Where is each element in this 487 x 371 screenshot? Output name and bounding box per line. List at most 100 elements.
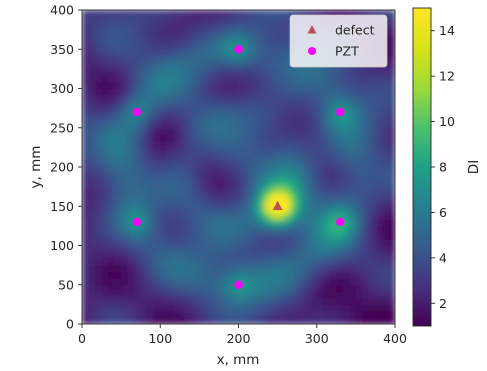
heatmap-cell [336,121,344,129]
heatmap-cell [381,140,390,148]
heatmap-cell [108,245,116,253]
heatmap-cell [212,81,220,90]
heatmap-cell [108,101,116,109]
heatmap-cell [336,180,344,188]
heatmap-cell [212,68,220,77]
heatmap-cell [245,219,253,227]
heatmap-cell [101,49,109,57]
heatmap-cell [160,212,168,220]
heatmap-cell [127,153,135,162]
heatmap-cell [381,68,390,77]
heatmap-cell [101,121,109,129]
heatmap-cell [173,310,181,319]
heatmap-cell [114,62,122,70]
heatmap-cell [368,88,377,96]
heatmap-cell [245,42,253,50]
heatmap-cell [108,219,116,227]
heatmap-cell [82,42,90,50]
heatmap-cell [192,278,200,286]
heatmap-cell [114,206,122,214]
heatmap-cell [355,193,363,201]
heatmap-cell [284,193,292,201]
heatmap-cell [134,212,142,220]
heatmap-cell [101,317,109,324]
heatmap-cell [147,62,155,70]
heatmap-cell [127,140,135,148]
heatmap-cell [173,167,181,175]
heatmap-cell [271,193,279,201]
heatmap-cell [375,186,383,194]
heatmap-cell [114,173,122,181]
heatmap-cell [173,271,181,279]
heatmap-cell [297,317,305,324]
heatmap-cell [212,88,220,96]
heatmap-cell [310,134,318,142]
heatmap-cell [160,127,168,135]
heatmap-cell [186,160,194,168]
heatmap-cell [114,291,122,299]
heatmap-cell [95,23,103,31]
heatmap-cell [362,284,370,292]
heatmap-cell [258,199,266,207]
colorbar-tick-label: 12 [439,69,455,84]
colorbar-tick-label: 6 [439,205,447,220]
heatmap-cell [245,160,253,168]
heatmap-cell [205,29,214,37]
heatmap-cell [186,245,194,253]
heatmap-cell [297,186,305,194]
heatmap-cell [329,10,337,18]
heatmap-cell [381,167,390,175]
heatmap-cell [160,252,168,260]
heatmap-cell [205,127,214,135]
heatmap-cell [284,114,292,122]
heatmap-cell [245,317,253,324]
heatmap-cell [225,23,233,31]
heatmap-cell [362,238,370,247]
heatmap-cell [95,252,103,260]
heatmap-cell [134,265,142,273]
heatmap-cell [342,199,350,207]
heatmap-cell [95,42,103,50]
heatmap-cell [192,212,200,220]
heatmap-cell [310,180,318,188]
heatmap-cell [199,62,207,70]
heatmap-cell [212,258,220,266]
heatmap-cell [101,29,109,37]
heatmap-cell [121,101,129,109]
heatmap-cell [134,68,142,77]
x-tick-label: 0 [78,331,86,346]
heatmap-cell [323,147,331,155]
heatmap-cell [147,134,155,142]
heatmap-cell [121,153,129,162]
heatmap-cell [199,108,207,116]
heatmap-cell [303,88,311,96]
colorbar-gradient [412,7,432,327]
heatmap-cell [140,304,148,312]
heatmap-cell [153,252,161,260]
heatmap-cell [186,81,194,90]
heatmap-cell [290,173,298,181]
heatmap-cell [101,95,109,103]
heatmap-cell [134,271,142,279]
heatmap-cell [160,180,168,188]
heatmap-cell [297,10,305,18]
heatmap-cell [336,81,344,90]
heatmap-cell [101,238,109,247]
heatmap-cell [336,140,344,148]
heatmap-cell [108,49,116,57]
heatmap-cell [277,68,285,77]
heatmap-cell [95,310,103,319]
heatmap-cell [108,160,116,168]
heatmap-cell [264,23,272,31]
heatmap-cell [186,127,194,135]
heatmap-cell [375,206,383,214]
heatmap-cell [329,297,337,305]
heatmap-cell [108,55,116,63]
heatmap-cell [179,167,187,175]
heatmap-cell [212,10,220,18]
heatmap-cell [336,167,344,175]
heatmap-cell [290,81,298,90]
heatmap-cell [114,252,122,260]
heatmap-cell [316,173,324,181]
heatmap-cell [82,62,90,70]
